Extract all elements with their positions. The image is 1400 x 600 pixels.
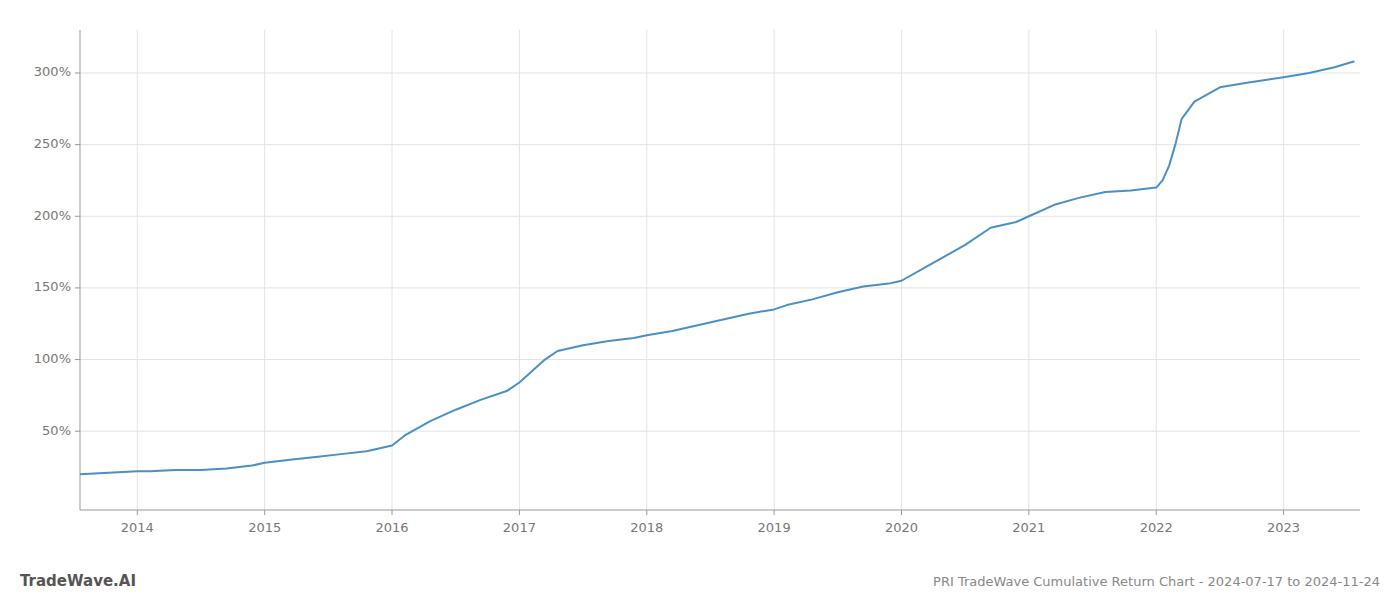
x-grid-line	[1156, 30, 1157, 510]
y-grid-line	[80, 359, 1360, 360]
x-tick	[392, 510, 393, 515]
y-axis-line	[80, 30, 81, 510]
x-tick	[774, 510, 775, 515]
y-tick-label: 300%	[34, 64, 71, 79]
y-tick	[75, 431, 80, 432]
x-tick	[1156, 510, 1157, 515]
x-grid-line	[264, 30, 265, 510]
x-tick-label: 2017	[503, 520, 536, 535]
x-grid-line	[646, 30, 647, 510]
x-tick-label: 2016	[375, 520, 408, 535]
x-grid-line	[1283, 30, 1284, 510]
x-tick-label: 2018	[630, 520, 663, 535]
x-tick-label: 2022	[1140, 520, 1173, 535]
y-tick-label: 100%	[34, 351, 71, 366]
x-grid-line	[519, 30, 520, 510]
line	[80, 62, 1354, 475]
y-tick	[75, 144, 80, 145]
x-tick-label: 2021	[1012, 520, 1045, 535]
y-grid-line	[80, 216, 1360, 217]
x-tick	[1283, 510, 1284, 515]
plot-area	[80, 62, 1354, 475]
y-tick-label: 200%	[34, 208, 71, 223]
x-tick-label: 2020	[885, 520, 918, 535]
x-tick	[1028, 510, 1029, 515]
x-tick	[901, 510, 902, 515]
x-tick	[137, 510, 138, 515]
y-tick	[75, 287, 80, 288]
grid	[80, 30, 1360, 510]
y-grid-line	[80, 287, 1360, 288]
x-tick-label: 2019	[758, 520, 791, 535]
x-grid-line	[137, 30, 138, 510]
x-grid-line	[774, 30, 775, 510]
title: PRI TradeWave Cumulative Return Chart - …	[933, 574, 1380, 589]
y-tick	[75, 359, 80, 360]
y-grid-line	[80, 431, 1360, 432]
y-grid-line	[80, 144, 1360, 145]
x-tick-label: 2014	[121, 520, 154, 535]
x-tick	[519, 510, 520, 515]
x-tick-label: 2015	[248, 520, 281, 535]
x-grid-line	[392, 30, 393, 510]
y-tick	[75, 72, 80, 73]
y-tick-label: 150%	[34, 279, 71, 294]
axes: 50% 100% 150% 200% 250% 300% 2014 2015 2016 2017 2…	[34, 30, 1360, 535]
x-tick	[646, 510, 647, 515]
y-tick-label: 50%	[42, 423, 71, 438]
watermark: TradeWave.AI	[20, 572, 136, 590]
x-axis-line	[80, 510, 1360, 511]
x-tick-label: 2023	[1267, 520, 1300, 535]
x-tick	[264, 510, 265, 515]
chart: 50% 100% 150% 200% 250% 300% 2014 2015 2016 2017 2…	[0, 0, 1400, 600]
y-tick	[75, 216, 80, 217]
y-tick-label: 250%	[34, 136, 71, 151]
y-grid-line	[80, 72, 1360, 73]
x-grid-line	[901, 30, 902, 510]
x-grid-line	[1028, 30, 1029, 510]
